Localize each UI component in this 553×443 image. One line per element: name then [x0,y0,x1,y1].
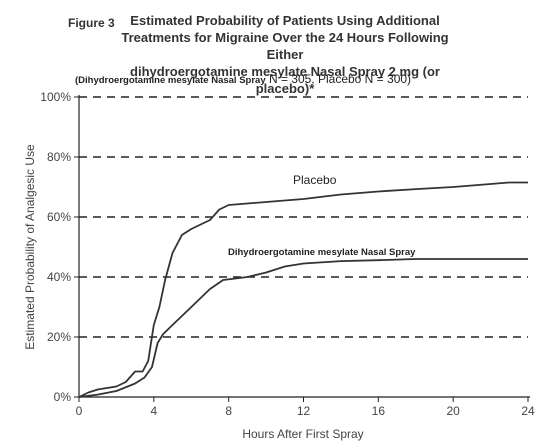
y-tick-label-40: 40% [47,270,71,284]
x-tick-label-0: 0 [76,404,83,418]
series-lines [78,181,528,398]
chart-title-line-3: dihydroergotamine mesylate Nasal Spray 2… [130,64,440,96]
series-label-dhe: Dihydroergotamine mesylate Nasal Spray [228,247,416,258]
series-line-placebo [78,181,528,398]
subtitle-drug-name: (Dihydroergotamine mesylate Nasal Spray [75,75,266,86]
x-tick-label-20: 20 [446,404,460,418]
y-tick-label-80: 80% [47,150,71,164]
x-tick-label-16: 16 [372,404,386,418]
chart-title-line-2: Treatments for Migraine Over the 24 Hour… [121,30,449,62]
chart-title-line-1: Estimated Probability of Patients Using … [130,13,440,28]
y-tick-label-100: 100% [40,90,71,104]
chart-title: Estimated Probability of Patients Using … [120,12,450,97]
y-tick-label-20: 20% [47,330,71,344]
y-tick-label-0: 0% [54,390,72,404]
y-tick-label-60: 60% [47,210,71,224]
figure-label: Figure 3 [68,16,115,30]
series-label-placebo: Placebo [293,173,337,187]
subtitle-sample-sizes: N = 305, Placebo N = 300) [265,72,412,86]
x-axis-label: Hours After First Spray [242,427,363,441]
x-tick-label-4: 4 [150,404,157,418]
x-tick-label-8: 8 [225,404,232,418]
x-tick-label-12: 12 [297,404,311,418]
y-axis-label: Estimated Probability of Analgesic Use [23,144,37,350]
axes [78,95,530,398]
x-tick-label-24: 24 [521,404,535,418]
chart-subtitle: (Dihydroergotamine mesylate Nasal Spray … [75,72,411,86]
ticks: 0% 20% 40% 60% 80% 100% 0 4 8 12 16 20 24 [40,90,535,418]
series-line-dhe [78,258,528,398]
gridlines [79,96,528,338]
